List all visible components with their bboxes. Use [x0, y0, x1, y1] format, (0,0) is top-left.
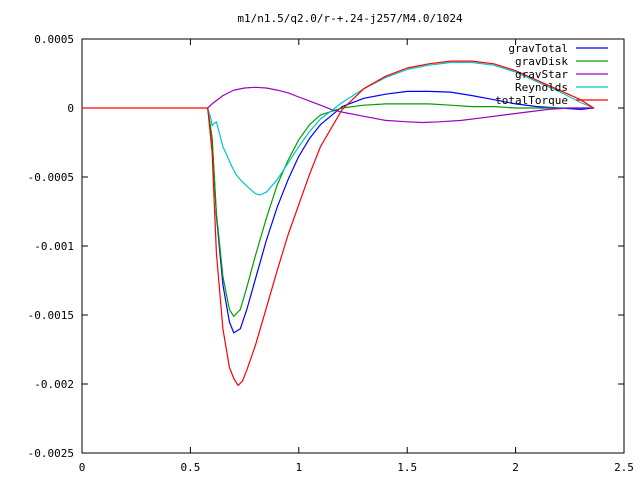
- series-line-gravTotal: [207, 90, 595, 334]
- legend-label-Reynolds: Reynolds: [515, 81, 568, 94]
- x-tick-label: 1.5: [397, 461, 417, 474]
- x-tick-label: 1: [295, 461, 302, 474]
- x-tick-label: 0.5: [180, 461, 200, 474]
- legend: gravTotalgravDiskgravStarReynoldstotalTo…: [495, 42, 608, 107]
- chart-title: m1/n1.5/q2.0/r-+.24-j257/M4.0/1024: [237, 12, 463, 25]
- series-line-totalTorque: [81, 60, 595, 386]
- legend-label-gravStar: gravStar: [515, 68, 568, 81]
- series-layer: [81, 60, 595, 386]
- y-tick-label: -0.0015: [28, 309, 74, 322]
- x-tick-label: 2: [512, 461, 519, 474]
- y-tick-label: -0.002: [34, 378, 74, 391]
- series-line-gravDisk: [207, 103, 595, 317]
- legend-label-totalTorque: totalTorque: [495, 94, 568, 107]
- x-tick-label: 2.5: [614, 461, 634, 474]
- y-tick-label: 0: [67, 102, 74, 115]
- y-tick-label: -0.0025: [28, 447, 74, 460]
- x-tick-label: 0: [79, 461, 86, 474]
- y-tick-label: 0.0005: [34, 33, 74, 46]
- legend-label-gravTotal: gravTotal: [508, 42, 568, 55]
- series-line-Reynolds: [207, 61, 595, 196]
- series-line-gravStar: [207, 86, 595, 124]
- x-axis: 0 0.5 1 1.5 2 2.5: [79, 39, 634, 474]
- y-tick-label: -0.0005: [28, 171, 74, 184]
- y-tick-label: -0.001: [34, 240, 74, 253]
- legend-label-gravDisk: gravDisk: [515, 55, 568, 68]
- y-axis: 0.0005 0 -0.0005 -0.001 -0.0015 -0.002 -0.0025: [28, 33, 624, 460]
